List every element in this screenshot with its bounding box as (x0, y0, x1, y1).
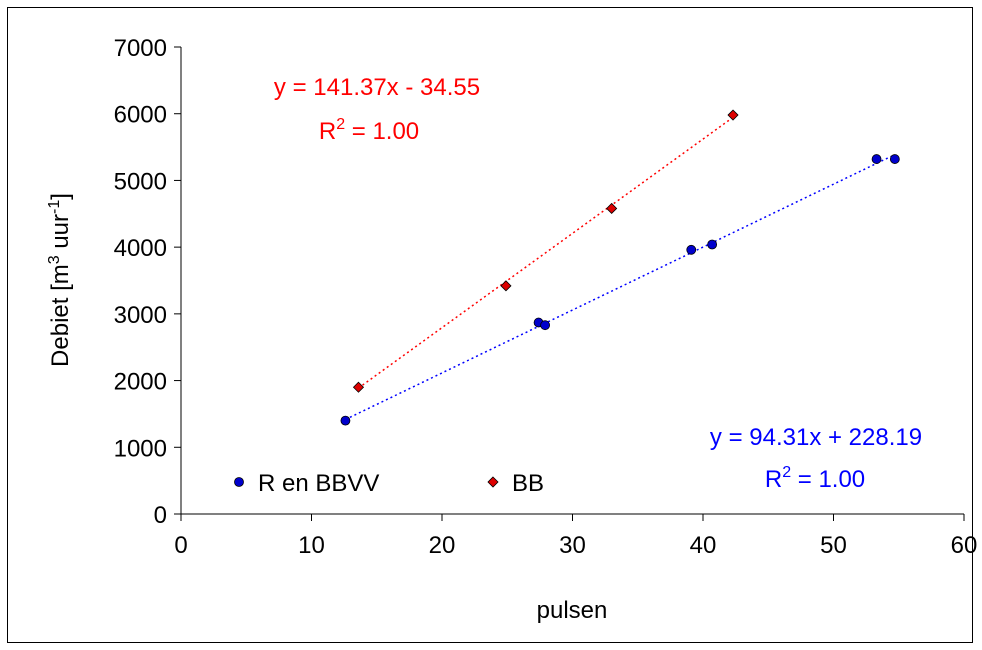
legend-marker-diamond-icon (487, 476, 499, 488)
rbbvv-equation: y = 94.31x + 228.19 (710, 424, 922, 451)
y-tick-label: 7000 (114, 35, 167, 62)
x-axis-label: pulsen (537, 597, 608, 624)
data-points (340, 109, 900, 426)
data-point-r-en-bbvv (889, 154, 900, 164)
data-point-bb (352, 381, 365, 393)
y-axis-label: Debiet [m3 uur-1] (46, 193, 74, 367)
trendline-bb (358, 116, 734, 389)
legend: R en BBVV BB (234, 470, 544, 497)
x-tick-label: 0 (174, 532, 187, 559)
y-tick-label: 0 (154, 502, 167, 529)
bb-equation: y = 141.37x - 34.55 (274, 74, 480, 101)
legend-item-bb: BB (487, 470, 544, 497)
rbbvv-r2: R2 = 1.00 (765, 464, 865, 493)
y-tick-label: 6000 (114, 102, 167, 129)
data-point-r-en-bbvv (686, 244, 697, 255)
x-tick-label: 60 (951, 532, 978, 559)
x-tick-label: 40 (690, 532, 717, 559)
data-point-bb (727, 109, 739, 121)
y-axis: 0 1000 2000 3000 4000 5000 6000 7000 (114, 35, 182, 529)
x-tick-label: 50 (820, 532, 847, 559)
legend-label-r-en-bbvv: R en BBVV (258, 470, 379, 497)
data-point-bb (606, 202, 618, 215)
x-tick-label: 30 (559, 532, 586, 559)
y-tick-label: 4000 (114, 235, 167, 262)
legend-item-r-en-bbvv: R en BBVV (234, 470, 379, 497)
y-tick-label: 1000 (114, 435, 167, 462)
y-tick-label: 3000 (114, 302, 167, 329)
chart-frame (7, 7, 973, 643)
data-point-r-en-bbvv (540, 320, 550, 331)
legend-marker-circle-icon (234, 477, 244, 487)
legend-label-bb: BB (512, 470, 544, 497)
data-point-bb (500, 280, 512, 292)
data-point-r-en-bbvv (871, 154, 882, 164)
trendline-r-en-bbvv (345, 153, 896, 421)
data-point-r-en-bbvv (707, 239, 718, 250)
trendlines (345, 116, 896, 421)
x-tick-label: 20 (429, 532, 456, 559)
x-tick-label: 10 (298, 532, 325, 559)
bb-r2: R2 = 1.00 (319, 116, 419, 145)
y-tick-label: 5000 (114, 168, 167, 195)
data-point-r-en-bbvv (340, 415, 351, 426)
y-tick-label: 2000 (114, 369, 167, 396)
x-axis: 0 10 20 30 40 50 60 (174, 513, 978, 559)
